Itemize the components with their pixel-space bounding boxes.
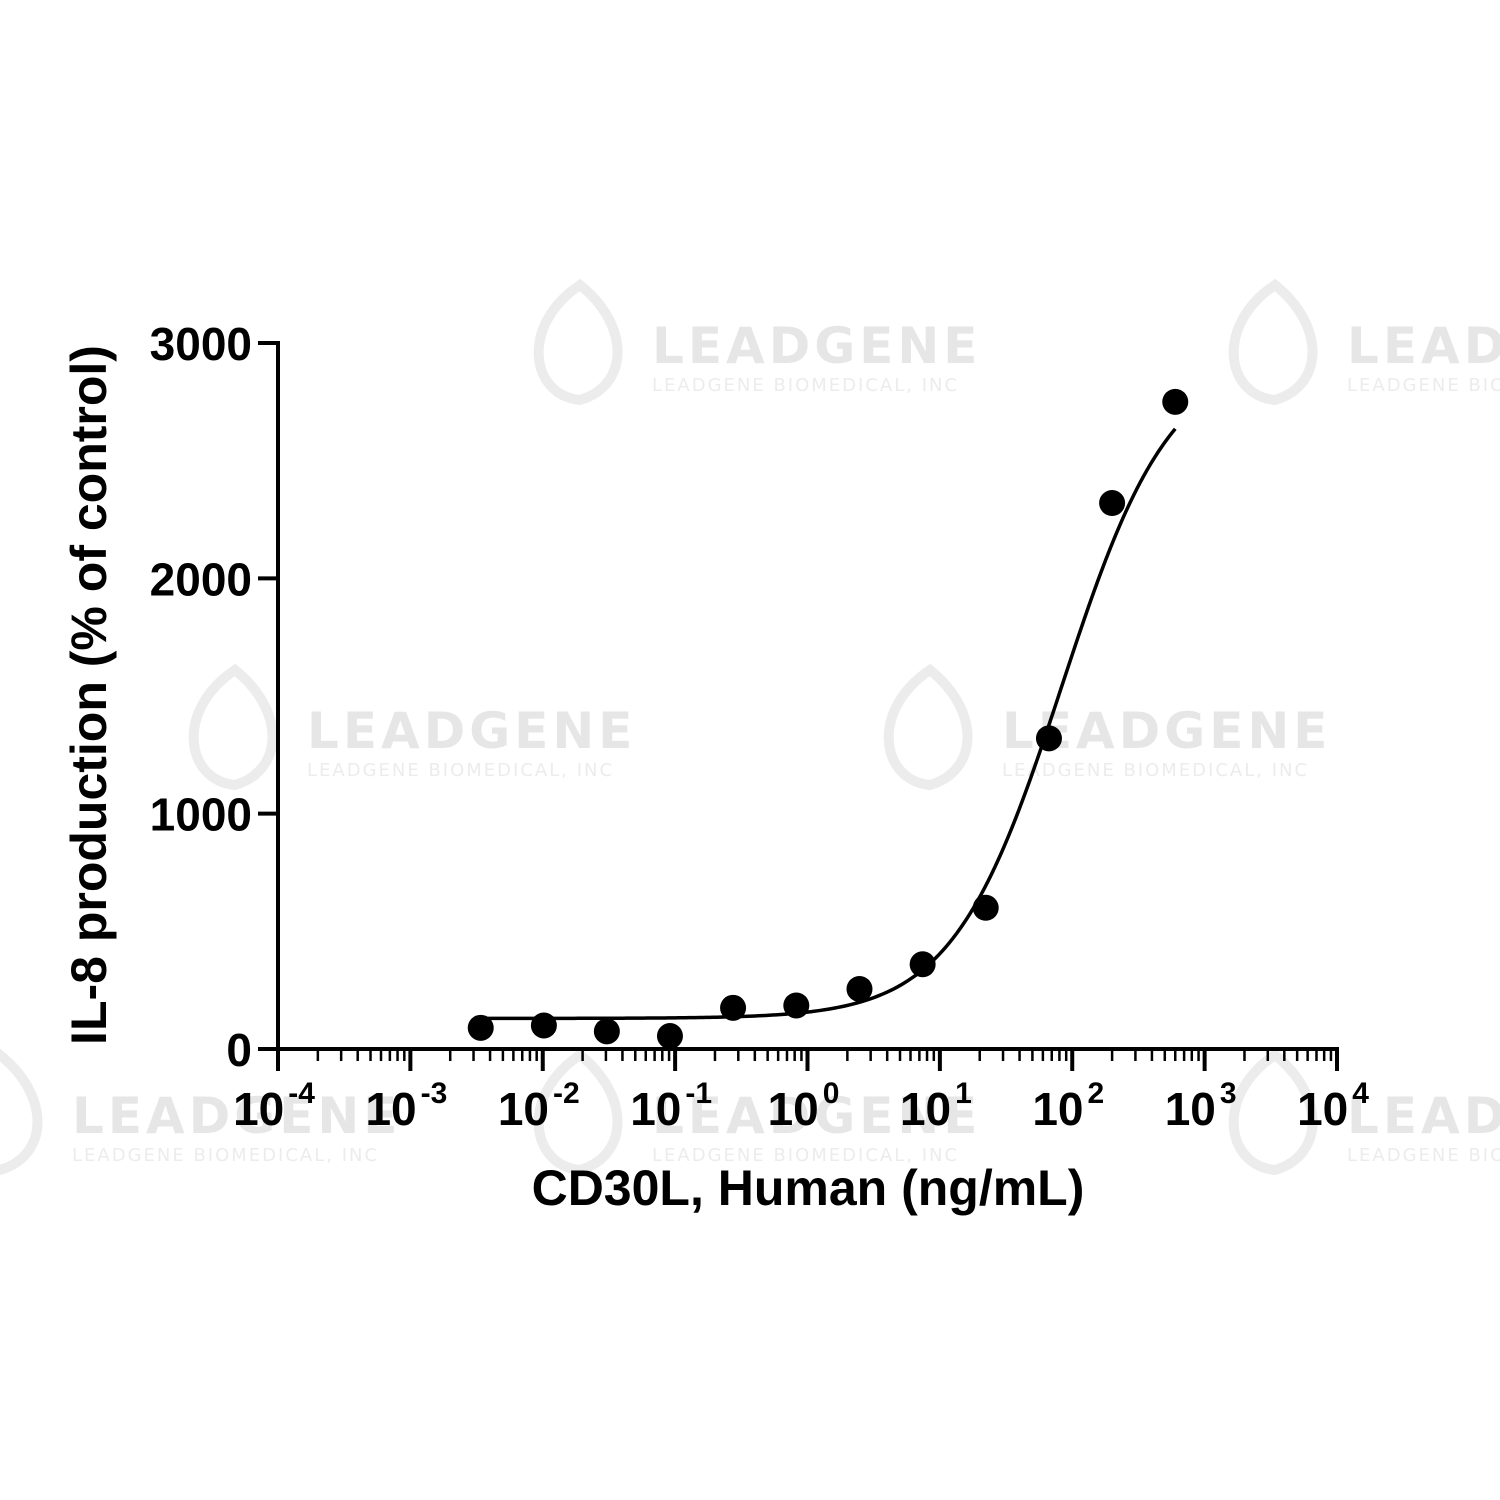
x-tick-label: 10 0	[768, 1077, 840, 1135]
data-point	[720, 994, 747, 1021]
data-point	[972, 894, 999, 921]
data-point	[1099, 490, 1126, 517]
x-ticks: 10 -4 10 -3 10 -2 10 -1 10 0 10 1 10 2 10 3 10 4	[233, 1049, 1369, 1135]
watermark-subtext: LEADGENE BIOMEDICAL, INC	[1002, 760, 1309, 781]
watermark-leaf-icon	[533, 1048, 623, 1176]
data-point	[1162, 388, 1189, 415]
watermark-leaf-icon	[0, 1048, 43, 1176]
x-tick-label: 10 1	[900, 1077, 972, 1135]
y-axis-title: IL-8 production (% of control)	[61, 345, 117, 1045]
x-tick-label: 10 -3	[365, 1077, 447, 1135]
data-point	[783, 992, 810, 1019]
watermark-word: LEADGENE	[1347, 317, 1500, 375]
watermark-subtext: LEADGENE BIOMEDICAL, INC	[652, 1145, 959, 1166]
data-points	[467, 388, 1189, 1050]
watermark-word: LEADGENE	[652, 1087, 981, 1145]
x-tick-label: 10 -1	[630, 1077, 712, 1135]
watermark-word: LEADGENE	[307, 702, 636, 760]
y-tick-label: 1000	[150, 789, 252, 841]
x-tick-label: 10 3	[1165, 1077, 1237, 1135]
data-point	[467, 1014, 494, 1041]
x-axis-title: CD30L, Human (ng/mL)	[532, 1160, 1085, 1216]
watermark-leaf-icon	[1228, 1048, 1318, 1176]
x-tick-label: 10 -2	[498, 1077, 580, 1135]
data-point	[530, 1012, 557, 1039]
watermark-subtext: LEADGENE BIOMEDICAL, INC	[1347, 1145, 1500, 1166]
watermark-word: LEADGENE	[72, 1087, 401, 1145]
watermark-subtext: LEADGENE BIOMEDICAL, INC	[307, 760, 614, 781]
data-point	[909, 951, 936, 978]
watermark-subtext: LEADGENE BIOMEDICAL, INC	[1347, 375, 1500, 396]
y-tick-label: 0	[226, 1024, 252, 1076]
watermark-subtext: LEADGENE BIOMEDICAL, INC	[72, 1145, 379, 1166]
fit-curve	[480, 427, 1177, 1021]
watermark-leaf-icon	[1228, 278, 1318, 406]
data-point	[1035, 725, 1062, 752]
watermark-leaf-icon	[883, 663, 973, 791]
y-tick-label: 3000	[150, 318, 252, 370]
data-point	[656, 1023, 683, 1050]
watermark-subtext: LEADGENE BIOMEDICAL, INC	[652, 375, 959, 396]
data-point	[593, 1018, 620, 1045]
axes	[276, 341, 1339, 1051]
data-point	[846, 975, 873, 1002]
watermark-word: LEADGENE	[652, 317, 981, 375]
y-tick-label: 2000	[150, 553, 252, 605]
watermark-leaf-icon	[188, 663, 278, 791]
x-tick-label: 10 2	[1032, 1077, 1104, 1135]
watermark-leaf-icon	[533, 278, 623, 406]
y-ticks: 0 1000 2000 3000	[150, 318, 278, 1076]
x-tick-label: 10 4	[1297, 1077, 1369, 1135]
x-tick-label: 10 -4	[233, 1077, 315, 1135]
watermark-word: LEADGENE	[1347, 1087, 1500, 1145]
